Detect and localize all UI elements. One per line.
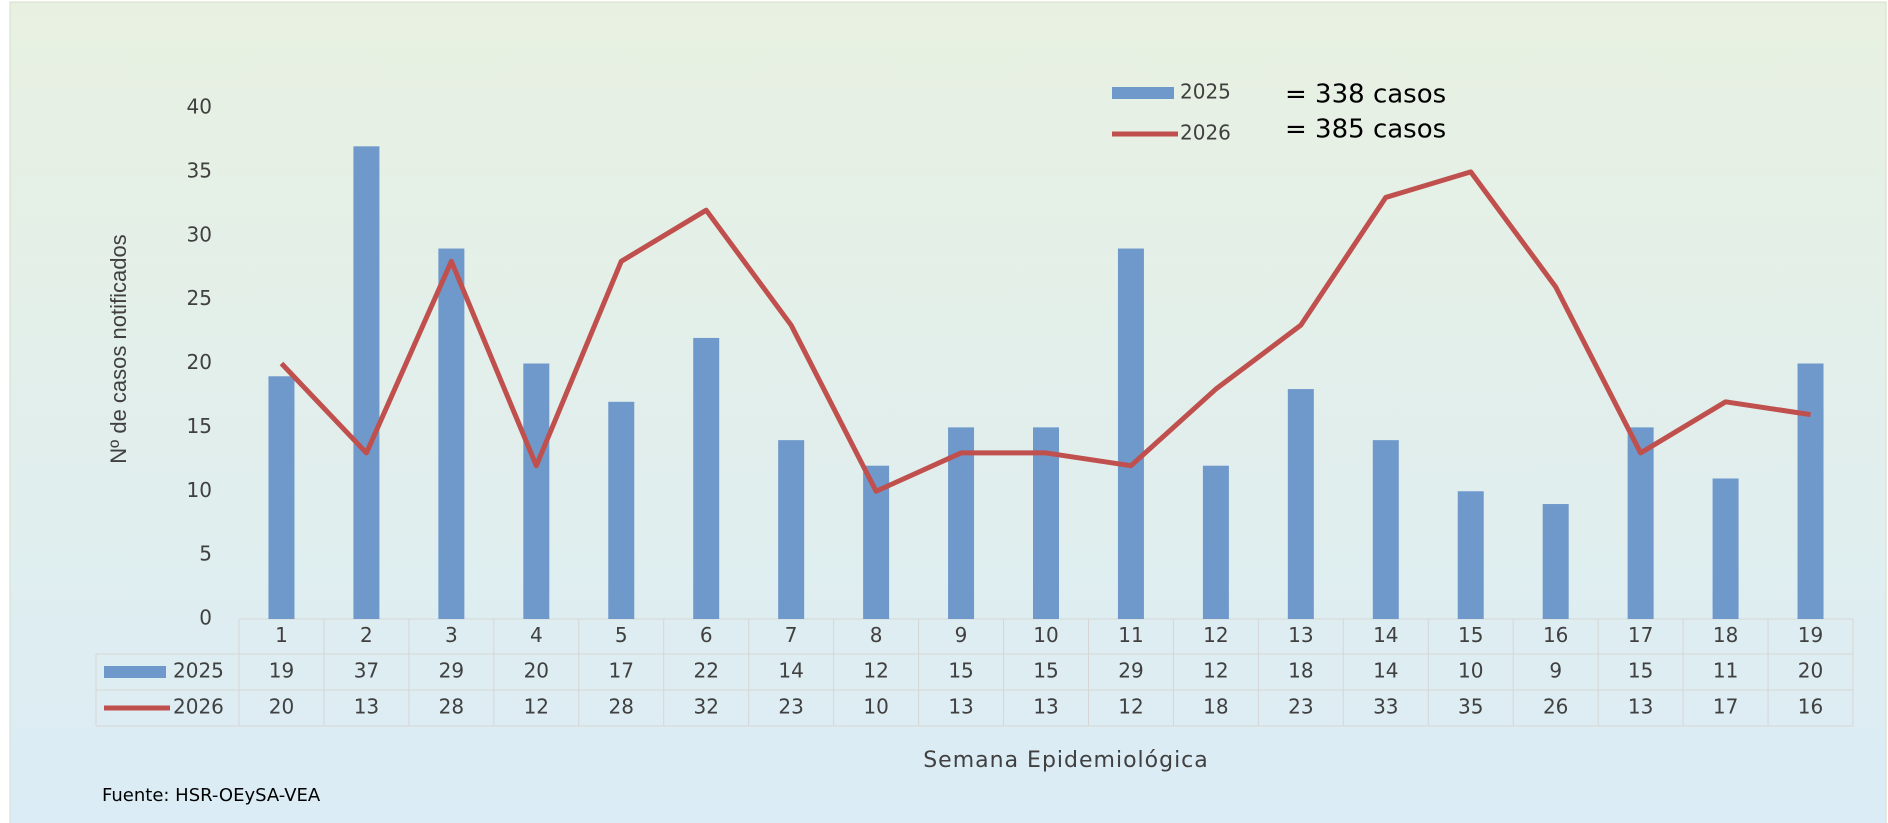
table-cell: 15 <box>948 659 973 683</box>
bar <box>1797 363 1824 619</box>
bar <box>438 248 465 619</box>
table-cell: 10 <box>1458 659 1483 683</box>
legend-label: 2025 <box>1180 80 1231 104</box>
x-tick-label: 12 <box>1203 623 1228 647</box>
table-cell: 19 <box>269 659 294 683</box>
bar <box>1202 465 1229 619</box>
table-cell: 37 <box>354 659 379 683</box>
table-cell: 23 <box>778 695 803 719</box>
x-tick-label: 11 <box>1118 623 1143 647</box>
table-cell: 12 <box>524 695 549 719</box>
bar <box>1457 491 1484 619</box>
table-cell: 20 <box>1798 659 1823 683</box>
x-tick-label: 10 <box>1033 623 1058 647</box>
table-row-label: 2025 <box>173 659 224 683</box>
x-tick-label: 19 <box>1798 623 1823 647</box>
bar <box>523 363 550 619</box>
bar <box>268 376 295 619</box>
x-tick-label: 5 <box>615 623 628 647</box>
x-tick-label: 3 <box>445 623 458 647</box>
table-cell: 29 <box>439 659 464 683</box>
bar <box>1712 478 1739 619</box>
x-tick-label: 6 <box>700 623 713 647</box>
table-cell: 29 <box>1118 659 1143 683</box>
table-cell: 23 <box>1288 695 1313 719</box>
x-tick-label: 9 <box>955 623 968 647</box>
table-cell: 32 <box>693 695 718 719</box>
source: Fuente: HSR-OEySA-VEA <box>102 785 321 806</box>
table-cell: 35 <box>1458 695 1483 719</box>
table-cell: 13 <box>948 695 973 719</box>
table-cell: 12 <box>1118 695 1143 719</box>
y-tick-label: 30 <box>187 222 212 246</box>
x-tick-label: 16 <box>1543 623 1568 647</box>
table-cell: 26 <box>1543 695 1568 719</box>
table-cell: 18 <box>1203 695 1228 719</box>
y-tick-label: 5 <box>199 542 212 566</box>
table-cell: 12 <box>1203 659 1228 683</box>
y-tick-label: 35 <box>187 158 212 182</box>
table-cell: 14 <box>778 659 803 683</box>
table-cell: 12 <box>863 659 888 683</box>
table-cell: 20 <box>269 695 294 719</box>
table-cell: 17 <box>609 659 634 683</box>
table-cell: 17 <box>1713 695 1738 719</box>
y-axis-label: Nº de casos notificados <box>106 234 131 463</box>
x-tick-label: 2 <box>360 623 373 647</box>
bar <box>1033 427 1059 619</box>
line <box>279 169 1811 494</box>
table-cell: 10 <box>863 695 888 719</box>
y-tick-label: 10 <box>187 478 212 502</box>
table-cell: 28 <box>609 695 634 719</box>
bar <box>608 401 635 619</box>
table-row-label: 2026 <box>173 695 224 719</box>
table-cell: 28 <box>439 695 464 719</box>
bar <box>1542 504 1569 619</box>
table-cell: 15 <box>1628 659 1653 683</box>
y-tick-label: 15 <box>187 414 212 438</box>
table-cell: 33 <box>1373 695 1398 719</box>
x-tick-label: 8 <box>870 623 883 647</box>
x-tick-label: 15 <box>1458 623 1483 647</box>
table-cell: 16 <box>1798 695 1823 719</box>
x-axis-label: Semana Epidemiológica <box>923 748 1209 773</box>
table-swatch <box>104 666 166 678</box>
bar <box>1117 248 1144 619</box>
legend-swatch <box>1112 87 1174 99</box>
legend-label: 2026 <box>1180 121 1231 145</box>
x-tick-label: 18 <box>1713 623 1738 647</box>
x-tick-label: 4 <box>530 623 543 647</box>
table-cell: 9 <box>1549 659 1562 683</box>
bar <box>1627 427 1654 619</box>
table-cell: 20 <box>524 659 549 683</box>
annotation: = 338 casos <box>1285 80 1446 110</box>
y-tick-label: 20 <box>187 350 212 374</box>
annotation: = 385 casos <box>1285 115 1446 145</box>
bar <box>1287 389 1314 619</box>
table-cell: 14 <box>1373 659 1398 683</box>
bar <box>1372 440 1399 619</box>
table-cell: 22 <box>693 659 718 683</box>
x-tick-label: 7 <box>785 623 798 647</box>
table-cell: 18 <box>1288 659 1313 683</box>
bar <box>353 146 380 619</box>
table-cell: 13 <box>354 695 379 719</box>
bar <box>778 440 805 619</box>
table-cell: 11 <box>1713 659 1738 683</box>
table-cell: 15 <box>1033 659 1058 683</box>
table-cell: 13 <box>1033 695 1058 719</box>
y-tick-label: 40 <box>187 95 212 119</box>
x-tick-label: 13 <box>1288 623 1313 647</box>
x-tick-label: 14 <box>1373 623 1398 647</box>
x-tick-label: 1 <box>275 623 288 647</box>
y-tick-label: 25 <box>187 286 212 310</box>
x-tick-label: 17 <box>1628 623 1653 647</box>
table-cell: 13 <box>1628 695 1653 719</box>
y-tick-label: 0 <box>199 606 212 630</box>
background <box>9 1 1887 823</box>
bar <box>693 337 720 619</box>
